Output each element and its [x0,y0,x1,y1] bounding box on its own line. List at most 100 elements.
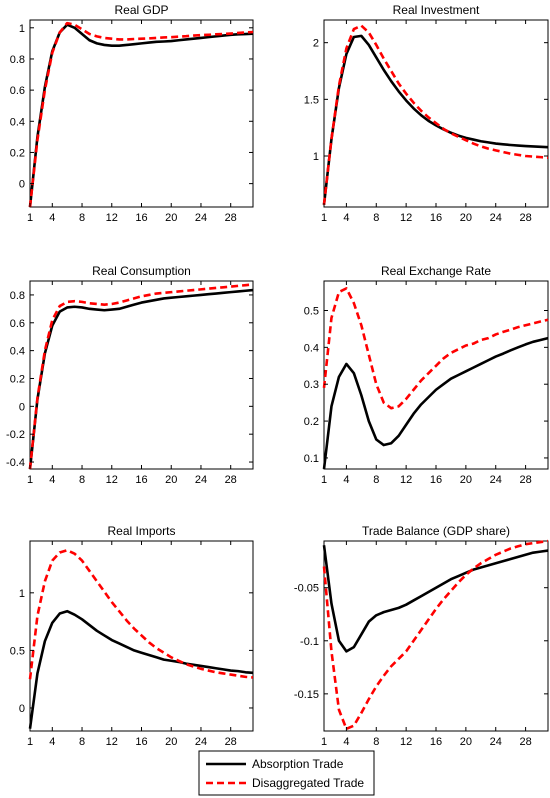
series-line-disaggregated [28,283,254,470]
x-tick-label: 20 [460,474,472,486]
x-tick-label: 24 [195,474,207,486]
series-line-disaggregated [322,24,549,205]
y-tick-label: 0.3 [304,379,319,391]
y-tick-label: -0.4 [6,457,25,469]
series-line-disaggregated [322,287,549,410]
x-tick-label: 4 [343,474,349,486]
x-tick-label: 28 [519,474,531,486]
x-tick-label: 24 [195,736,207,748]
y-tick-label: 0.6 [10,85,25,97]
chart-title: Trade Balance (GDP share) [362,524,510,538]
x-tick-label: 24 [490,212,502,224]
chart-title: Real Investment [393,3,480,17]
chart-panel: Real Consumption 1 4 8 12 16 20 24 28 -0.4 -0.2 0 0.… [6,264,254,486]
y-tick-label: 0.6 [10,318,25,330]
x-tick-label: 28 [225,474,237,486]
x-tick-label: 28 [519,736,531,748]
y-tick-label: 1.5 [304,94,319,106]
plot-area [323,280,549,470]
x-tick-label: 24 [490,474,502,486]
chart-panel: Real Investment 1 4 8 12 16 20 24 28 1 1.5 2 [304,3,549,224]
y-tick-label: 0 [19,401,25,413]
x-tick-label: 4 [49,736,55,748]
x-tick-label: 1 [27,474,33,486]
y-tick-label: -0.1 [300,636,319,648]
x-tick-label: 1 [27,212,33,224]
x-tick-label: 12 [400,736,412,748]
y-tick-label: 0 [19,179,25,191]
series-line-absorption [322,336,549,470]
x-tick-label: 24 [490,736,502,748]
x-tick-label: 8 [79,736,85,748]
x-tick-label: 1 [321,474,327,486]
x-tick-label: 4 [49,212,55,224]
x-tick-label: 8 [79,474,85,486]
x-tick-label: 16 [430,736,442,748]
x-tick-label: 12 [400,474,412,486]
y-tick-label: 2 [313,38,319,50]
x-tick-label: 20 [460,212,472,224]
x-tick-label: 16 [135,474,147,486]
y-tick-label: 0.8 [10,54,25,66]
y-tick-label: -0.2 [6,429,25,441]
y-tick-label: 0.4 [304,342,319,354]
x-tick-label: 20 [165,212,177,224]
x-tick-label: 20 [165,736,177,748]
series-line-disaggregated [28,21,254,208]
legend-label: Disaggregated Trade [252,776,364,790]
chart-panel: Real GDP 1 4 8 12 16 20 24 28 0 0.2 0.4 0.6 0.8 1 [10,3,254,224]
y-tick-label: 0.2 [10,147,25,159]
chart-panel: Trade Balance (GDP share) 1 4 8 12 16 20 24 28 -0… [294,524,549,748]
y-tick-label: 0 [19,703,25,715]
x-tick-label: 1 [321,736,327,748]
x-tick-label: 16 [135,212,147,224]
x-tick-label: 1 [27,736,33,748]
x-tick-label: 28 [225,212,237,224]
y-tick-label: -0.05 [294,583,319,595]
chart-panel: Real Exchange Rate 1 4 8 12 16 20 24 28 0.1 0.2 0.3… [304,264,549,486]
legend-label: Absorption Trade [252,757,344,771]
x-tick-label: 20 [165,474,177,486]
plot-area [323,540,549,732]
x-tick-label: 12 [400,212,412,224]
y-tick-label: 0.8 [10,290,25,302]
y-tick-label: -0.15 [294,689,319,701]
y-tick-label: 0.4 [10,116,25,128]
y-tick-label: 1 [19,588,25,600]
chart-panel: Real Imports 1 4 8 12 16 20 24 28 0 0.5 1 [10,524,254,748]
series-line-disaggregated [322,539,549,731]
x-tick-label: 16 [135,736,147,748]
x-tick-label: 20 [460,736,472,748]
chart-title: Real Imports [107,524,175,538]
y-tick-label: 1 [19,23,25,35]
x-tick-label: 16 [430,212,442,224]
x-tick-label: 8 [79,212,85,224]
series-line-disaggregated [28,548,254,680]
series-line-absorption [322,545,549,653]
series-line-absorption [28,609,254,729]
x-tick-label: 16 [430,474,442,486]
x-tick-label: 4 [343,212,349,224]
y-tick-label: 0.4 [10,346,25,358]
x-tick-label: 28 [225,736,237,748]
x-tick-label: 8 [373,736,379,748]
x-tick-label: 4 [49,474,55,486]
y-tick-label: 0.2 [304,416,319,428]
x-tick-label: 4 [343,736,349,748]
series-line-absorption [322,34,549,205]
chart-title: Real Exchange Rate [381,264,491,278]
y-tick-label: 0.5 [304,305,319,317]
y-tick-label: 0.2 [10,373,25,385]
y-tick-label: 0.5 [10,645,25,657]
plot-area [29,19,254,208]
x-tick-label: 24 [195,212,207,224]
y-tick-label: 1 [313,151,319,163]
x-tick-label: 1 [321,212,327,224]
chart-title: Real Consumption [92,264,191,278]
x-tick-label: 12 [106,736,118,748]
x-tick-label: 28 [519,212,531,224]
chart-title: Real GDP [114,3,168,17]
x-tick-label: 12 [106,212,118,224]
plot-area [323,19,549,208]
x-tick-label: 12 [106,474,118,486]
